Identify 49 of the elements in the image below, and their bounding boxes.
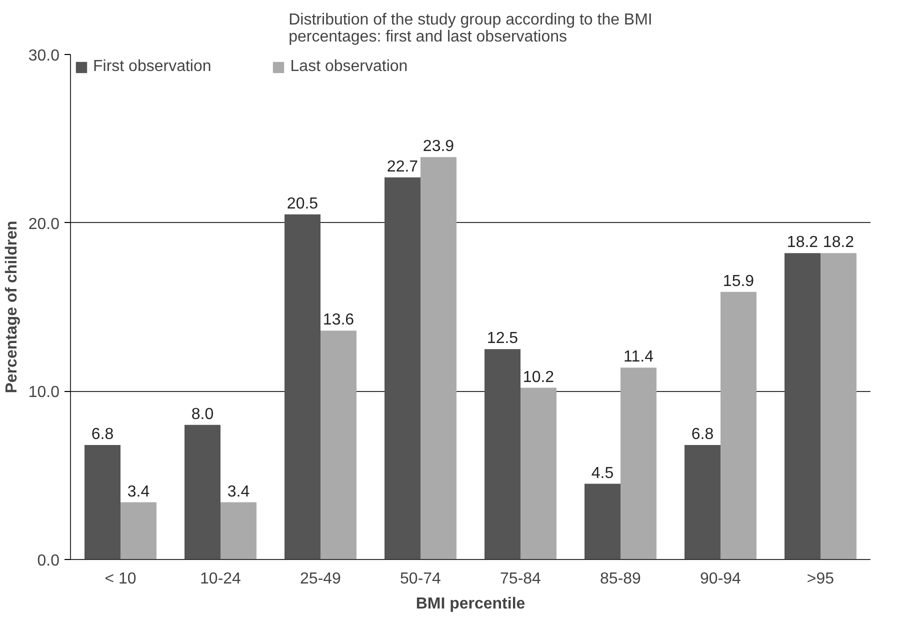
bar: [484, 349, 520, 560]
legend-label: Last observation: [290, 58, 408, 76]
data-label: 18.2: [822, 234, 854, 252]
x-tick-label: 25-49: [300, 570, 342, 588]
bar: [684, 445, 720, 560]
bar: [120, 502, 156, 560]
legend-label: First observation: [93, 58, 212, 76]
data-label: 11.4: [624, 348, 654, 366]
x-axis-title: BMI percentile: [416, 596, 526, 612]
bar: [84, 445, 120, 560]
data-label: 23.9: [422, 138, 454, 156]
y-axis-title: Percentage of children: [3, 220, 20, 394]
bar: [384, 177, 420, 560]
data-label: 22.7: [386, 158, 418, 176]
x-tick-label: 85-89: [600, 570, 642, 588]
data-label: 4.5: [591, 464, 614, 482]
x-tick-label: < 10: [104, 570, 136, 588]
data-label: 10.2: [522, 368, 554, 386]
bar: [820, 253, 856, 560]
bar: [520, 388, 556, 560]
y-tick-label: 0.0: [37, 552, 60, 570]
data-label: 12.5: [486, 330, 518, 348]
data-label: 13.6: [322, 312, 354, 329]
data-label: 6.8: [91, 426, 114, 444]
bar: [720, 292, 756, 560]
y-tick-label: 20.0: [28, 216, 60, 233]
data-label: 18.2: [786, 234, 818, 252]
bar: [184, 424, 220, 560]
x-tick-label: 75-84: [500, 570, 542, 588]
data-label: 8.0: [191, 406, 214, 423]
bar: [320, 330, 356, 560]
x-tick-label: >95: [806, 570, 834, 588]
bar: [284, 214, 320, 560]
y-tick-label: 30.0: [28, 48, 60, 64]
bar: [620, 368, 656, 560]
x-tick-label: 10-24: [200, 570, 242, 588]
data-label: 15.9: [722, 272, 754, 290]
bar: [584, 484, 620, 560]
bar: [220, 502, 256, 560]
data-label: 3.4: [127, 483, 150, 500]
chart-title: Distribution of the study group according to the BMI percentages: first and last observations: [288, 12, 652, 46]
data-label: 3.4: [227, 483, 250, 500]
y-tick-label: 10.0: [28, 384, 60, 402]
data-label: 6.8: [691, 426, 714, 444]
bar: [420, 157, 456, 560]
x-tick-label: 90-94: [700, 570, 742, 588]
x-tick-label: 50-74: [400, 570, 442, 588]
data-label: 20.5: [286, 195, 318, 212]
bar: [784, 253, 820, 560]
